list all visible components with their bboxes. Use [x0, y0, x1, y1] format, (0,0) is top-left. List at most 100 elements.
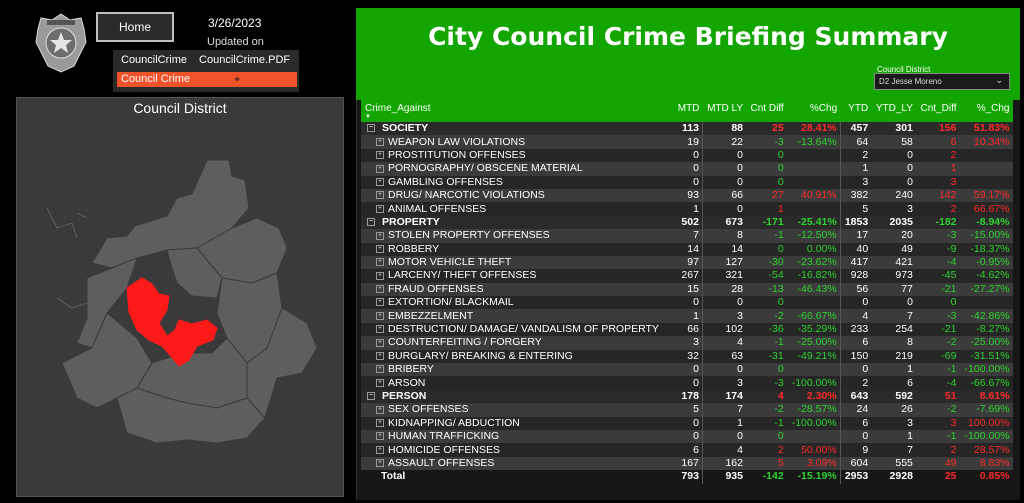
table-row[interactable]: + ANIMAL OFFENSES 1 0 1 5 3 2 66.67% [361, 202, 1013, 216]
nav-item-council-crime[interactable]: Council Crime ⚭ [117, 72, 297, 87]
table-row[interactable]: + ROBBERY 14 14 0 0.00% 40 49 -9 -18.37% [361, 242, 1013, 256]
cell-ytd-ly: 973 [895, 269, 913, 282]
expand-icon[interactable]: + [376, 244, 384, 253]
map-title: Council District [133, 100, 227, 116]
table-row[interactable]: + DESTRUCTION/ DAMAGE/ VANDALISM OF PROPE… [361, 322, 1013, 337]
table-row[interactable]: + PORNOGRAPHY/ OBSCENE MATERIAL 0 0 0 1 0 1 [361, 162, 1013, 176]
expand-icon[interactable]: + [376, 459, 384, 468]
table-row[interactable]: + KIDNAPPING/ ABDUCTION 0 1 -1 -100.00% 6 3 3 100… [361, 416, 1013, 430]
expand-icon[interactable]: + [376, 271, 384, 280]
col-header-cnt-diff-ytd[interactable]: Cnt_Diff [920, 103, 957, 114]
cell-cnt-diff-ytd: -2 [947, 336, 957, 349]
table-group-row[interactable]: − SOCIETY 113 88 25 28.41% 457 301 156 51.83% [361, 122, 1013, 136]
cell-pct-chg: 3.09% [806, 456, 837, 469]
collapse-icon[interactable]: − [367, 218, 375, 227]
expand-icon[interactable]: + [376, 445, 384, 454]
table-row[interactable]: + ARSON 0 3 -3 -100.00% 2 6 -4 -66.67% [361, 376, 1013, 390]
tab-councilcrime[interactable]: CouncilCrime [121, 54, 188, 66]
map-district-north [91, 159, 250, 269]
dashboard-header: City Council Crime Briefing Summary Coun… [356, 8, 1020, 100]
cell-ytd-ly: 49 [901, 242, 913, 255]
table-row[interactable]: + PROSTITUTION OFFENSES 0 0 0 2 0 2 [361, 148, 1013, 163]
table-total-row[interactable]: Total 793 935 -142 -15.19% 2953 2928 25 0.85% [361, 470, 1013, 484]
col-header-ytd-ly[interactable]: YTD_LY [875, 103, 913, 114]
expand-icon[interactable]: + [376, 204, 384, 213]
expand-icon[interactable]: + [376, 378, 384, 387]
table-row[interactable]: + FRAUD OFFENSES 15 28 -13 -46.43% 56 77 -21 -27.… [361, 282, 1013, 297]
table-row[interactable]: + EXTORTION/ BLACKMAIL 0 0 0 0 0 0 [361, 296, 1013, 310]
table-row[interactable]: + HOMICIDE OFFENSES 6 4 2 50.00% 9 7 2 28.57% [361, 443, 1013, 457]
table-row[interactable]: + GAMBLING OFFENSES 0 0 0 3 0 3 [361, 175, 1013, 189]
table-row[interactable]: + MOTOR VEHICLE THEFT 97 127 -30 -23.62% 417 42… [361, 255, 1013, 270]
table-group-row[interactable]: − PERSON 178 174 4 2.30% 643 592 51 8.61% [361, 389, 1013, 404]
table-row[interactable]: + DRUG/ NARCOTIC VIOLATIONS 93 66 27 40.91% 38… [361, 188, 1013, 203]
cell-ytd-ly: 1 [907, 430, 913, 443]
expand-icon[interactable]: + [376, 137, 384, 146]
council-district-selected: D2 Jesse Moreno [879, 77, 942, 86]
expand-icon[interactable]: + [376, 325, 384, 334]
cell-cnt-diff-ytd: -2 [947, 403, 957, 416]
expand-icon[interactable]: + [376, 177, 384, 186]
table-row[interactable]: + STOLEN PROPERTY OFFENSES 7 8 -1 -12.50% 17 20… [361, 229, 1013, 243]
table-row[interactable]: + BURGLARY/ BREAKING & ENTERING 32 63 -31 -49… [361, 349, 1013, 364]
table-row[interactable]: + COUNTERFEITING / FORGERY 3 4 -1 -25.00% 6 8 -2… [361, 336, 1013, 350]
cell-ytd: 0 [839, 296, 872, 310]
col-header-crime-against[interactable]: Crime_Against ▼ [361, 100, 674, 122]
expand-icon[interactable]: + [376, 285, 384, 294]
col-header-mtd[interactable]: MTD [677, 103, 700, 114]
col-header-ytd[interactable]: YTD [848, 103, 869, 114]
table-row[interactable]: + SEX OFFENSES 5 7 -2 -28.57% 24 26 -2 -7.69% [361, 403, 1013, 417]
map-district-d2-highlight [126, 277, 218, 367]
cell-ytd-ly: 1 [907, 363, 913, 376]
cell-mtd: 0 [693, 148, 699, 161]
crime-type-label: BURGLARY/ BREAKING & ENTERING [388, 349, 573, 362]
col-header-pct-chg-ytd[interactable]: %_Chg [976, 103, 1010, 114]
cell-mtd: 793 [681, 470, 699, 483]
expand-icon[interactable]: + [376, 191, 384, 200]
cell-pct-chg-ytd: 100.00% [968, 416, 1010, 429]
col-header-pct-chg[interactable]: %Chg [809, 103, 838, 114]
updated-label: Updated on [207, 36, 264, 48]
home-button[interactable]: Home [96, 12, 174, 42]
collapse-icon[interactable]: − [367, 124, 375, 133]
expand-icon[interactable]: + [376, 405, 384, 414]
cell-ytd-ly: 26 [901, 403, 913, 416]
table-row[interactable]: + WEAPON LAW VIOLATIONS 19 22 -3 -13.64% 64 58 6… [361, 135, 1013, 149]
expand-icon[interactable]: + [376, 231, 384, 240]
tab-councilcrime-pdf[interactable]: CouncilCrime.PDF [199, 54, 291, 66]
cell-ytd: 2953 [839, 470, 872, 484]
cell-cnt-diff-ytd: 2 [950, 148, 957, 161]
cell-cnt-diff: 0 [777, 162, 784, 175]
expand-icon[interactable]: + [376, 338, 384, 347]
table-row[interactable]: + EMBEZZELMENT 1 3 -2 -66.67% 4 7 -3 -42.86% [361, 309, 1013, 323]
table-group-row[interactable]: − PROPERTY 502 673 -171 -25.41% 1853 2035 -182 -8… [361, 215, 1013, 230]
council-district-dropdown[interactable]: D2 Jesse Moreno ⌄ [874, 73, 1010, 90]
crime-type-label: EMBEZZELMENT [388, 309, 474, 322]
cell-crime-type: + HOMICIDE OFFENSES [361, 443, 674, 456]
expand-icon[interactable]: + [376, 258, 384, 267]
table-row[interactable]: + BRIBERY 0 0 0 0 1 -1 -100.00% [361, 363, 1013, 377]
table-row[interactable]: + HUMAN TRAFFICKING 0 0 0 0 1 -1 -100.00% [361, 429, 1013, 444]
cell-ytd: 9 [839, 443, 872, 457]
chevron-down-icon: ⌄ [995, 75, 1003, 85]
expand-icon[interactable]: + [376, 311, 384, 320]
cell-mtd-ly: 0 [701, 175, 746, 189]
cell-crime-type: + DRUG/ NARCOTIC VIOLATIONS [361, 189, 674, 202]
col-header-mtd-ly[interactable]: MTD LY [707, 103, 743, 114]
expand-icon[interactable]: + [376, 365, 384, 374]
council-district-map[interactable] [17, 98, 345, 498]
expand-icon[interactable]: + [376, 298, 384, 307]
col-header-cnt-diff[interactable]: Cnt Diff [750, 103, 784, 114]
expand-icon[interactable]: + [376, 432, 384, 441]
expand-icon[interactable]: + [376, 151, 384, 160]
cell-pct-chg: -12.50% [797, 229, 837, 242]
collapse-icon[interactable]: − [367, 392, 375, 401]
expand-icon[interactable]: + [376, 164, 384, 173]
sort-down-icon: ▼ [365, 114, 371, 120]
table-row[interactable]: + LARCENY/ THEFT OFFENSES 267 321 -54 -16.82%… [361, 269, 1013, 283]
cell-pct-chg: -100.00% [791, 416, 837, 429]
expand-icon[interactable]: + [376, 352, 384, 361]
table-row[interactable]: + ASSAULT OFFENSES 167 162 5 3.09% 604 555 49 8.8… [361, 456, 1013, 471]
expand-icon[interactable]: + [376, 419, 384, 427]
cell-cnt-diff: -31 [768, 349, 784, 362]
